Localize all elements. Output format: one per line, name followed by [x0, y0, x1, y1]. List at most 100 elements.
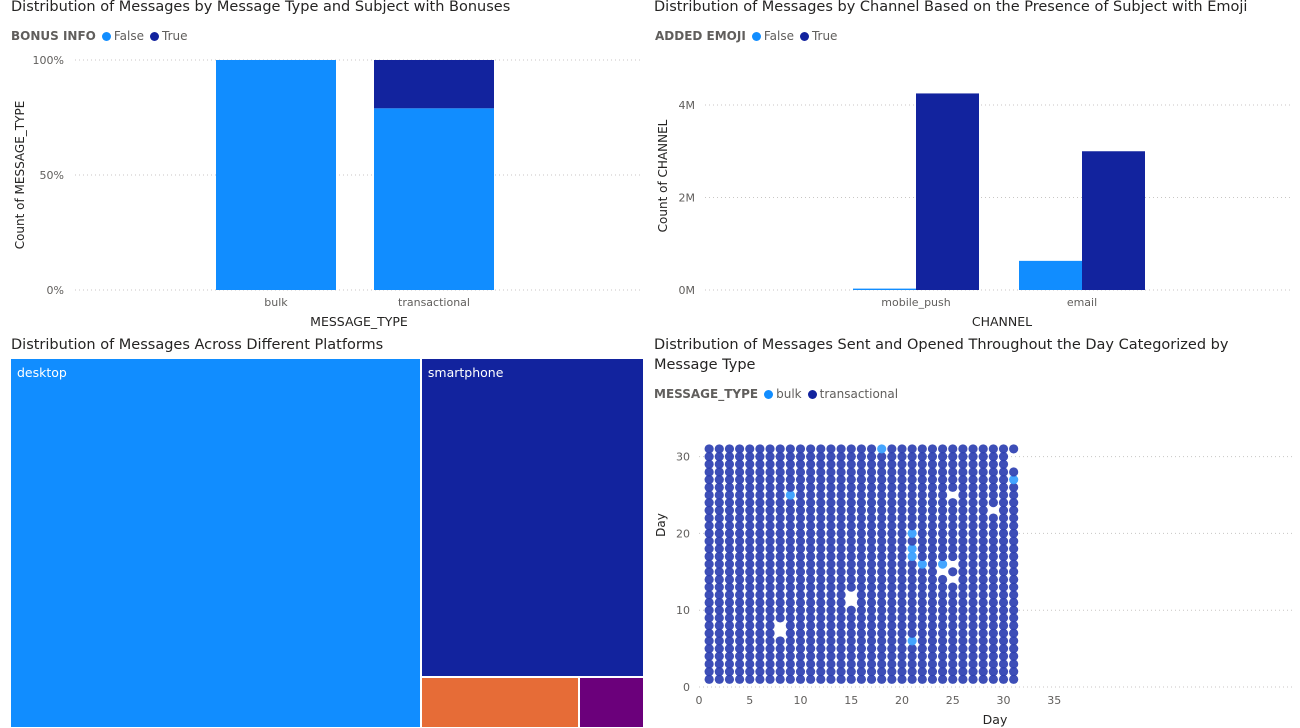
point-transactional: [806, 444, 816, 454]
point-transactional: [806, 674, 816, 684]
point-transactional: [775, 582, 785, 592]
legend-item-false[interactable]: False: [101, 29, 144, 43]
point-transactional: [968, 551, 978, 562]
point-transactional: [724, 536, 735, 546]
point-transactional: [816, 498, 826, 508]
point-transactional: [826, 544, 836, 554]
point-transactional: [775, 659, 785, 669]
legend-item-transactional[interactable]: transactional: [807, 387, 898, 401]
point-transactional: [927, 459, 938, 469]
point-transactional: [724, 628, 735, 638]
scatter-points: [704, 444, 1019, 684]
point-transactional: [958, 574, 968, 585]
chart-bonus-svg[interactable]: 0% 50% 100% bulk transactional MESSAGE_TYPE Co…: [0, 0, 650, 335]
point-transactional: [785, 651, 795, 661]
point-transactional: [948, 590, 958, 600]
point-transactional: [1009, 536, 1019, 546]
point-transactional: [998, 482, 1009, 492]
point-transactional: [755, 574, 765, 585]
point-transactional: [826, 513, 836, 523]
point-transactional: [958, 444, 968, 454]
point-transactional: [998, 544, 1009, 554]
treemap[interactable]: desktop smartphone: [11, 359, 643, 727]
point-transactional: [897, 590, 907, 600]
point-transactional: [846, 559, 856, 569]
point-transactional: [897, 459, 907, 469]
point-transactional: [866, 498, 877, 508]
chart-bonus-legend[interactable]: BONUS INFO False True: [11, 29, 194, 43]
point-transactional: [755, 467, 765, 477]
point-transactional: [927, 651, 938, 661]
point-transactional: [714, 551, 724, 562]
point-transactional: [988, 498, 998, 508]
point-transactional: [866, 620, 877, 631]
point-transactional: [856, 613, 866, 623]
chart-timing-svg[interactable]: 0 10 20 30 0 5 10 15 20 25 30 35 Day Day: [650, 335, 1300, 728]
point-transactional: [724, 475, 735, 485]
point-transactional: [724, 667, 735, 677]
x-tick-label: 15: [844, 694, 858, 707]
legend-item-true[interactable]: True: [150, 29, 188, 43]
treemap-tile-desktop[interactable]: desktop: [11, 359, 420, 727]
point-transactional: [836, 605, 846, 615]
point-transactional: [745, 544, 755, 554]
point-transactional: [1009, 528, 1019, 538]
point-transactional: [1009, 636, 1019, 646]
point-transactional: [816, 505, 826, 515]
point-transactional: [1009, 590, 1019, 600]
point-transactional: [887, 644, 897, 654]
point-transactional: [724, 544, 735, 554]
point-transactional: [735, 636, 745, 646]
treemap-tile-smartphone[interactable]: smartphone: [421, 359, 643, 676]
point-transactional: [866, 521, 877, 531]
legend-item-false[interactable]: False: [751, 29, 794, 43]
legend-item-true[interactable]: True: [799, 29, 837, 43]
point-transactional: [846, 544, 856, 554]
point-transactional: [907, 498, 917, 508]
treemap-tile-3[interactable]: [421, 677, 578, 727]
point-transactional: [897, 574, 907, 585]
point-transactional: [988, 559, 998, 569]
point-transactional: [806, 467, 816, 477]
point-transactional: [968, 667, 978, 677]
point-transactional: [785, 605, 795, 615]
chart-emoji-svg[interactable]: 0M 2M 4M mobile_push email CHANNEL Count of CH…: [650, 0, 1300, 335]
point-transactional: [897, 513, 907, 523]
point-transactional: [866, 659, 877, 669]
x-tick-label: 5: [746, 694, 753, 707]
point-transactional: [836, 521, 846, 531]
point-transactional: [785, 459, 795, 469]
point-transactional: [704, 444, 714, 454]
point-transactional: [917, 590, 927, 600]
point-transactional: [877, 559, 887, 569]
point-transactional: [877, 490, 887, 500]
point-transactional: [714, 544, 724, 554]
point-transactional: [785, 482, 795, 492]
point-transactional: [826, 475, 836, 485]
point-transactional: [806, 490, 816, 500]
point-transactional: [978, 521, 988, 531]
point-transactional: [978, 628, 988, 638]
chart-timing-panel: Distribution of Messages Sent and Opened…: [650, 335, 1300, 728]
point-transactional: [714, 582, 724, 592]
point-transactional: [907, 674, 917, 684]
treemap-tile-4[interactable]: [579, 677, 643, 727]
point-transactional: [745, 459, 755, 469]
treemap-label: desktop: [17, 365, 67, 380]
point-transactional: [755, 644, 765, 654]
point-transactional: [978, 452, 988, 462]
point-transactional: [907, 582, 917, 592]
point-transactional: [897, 620, 907, 631]
chart-timing-legend[interactable]: MESSAGE_TYPE bulk transactional: [654, 387, 904, 401]
point-transactional: [998, 490, 1009, 500]
legend-item-bulk[interactable]: bulk: [764, 387, 802, 401]
chart-emoji-legend[interactable]: ADDED EMOJI False True: [655, 29, 843, 43]
point-transactional: [866, 644, 877, 654]
point-transactional: [897, 551, 907, 562]
point-transactional: [877, 651, 887, 661]
point-transactional: [998, 636, 1009, 646]
point-transactional: [806, 567, 816, 577]
point-transactional: [897, 482, 907, 492]
point-transactional: [785, 536, 795, 546]
point-transactional: [938, 536, 948, 546]
